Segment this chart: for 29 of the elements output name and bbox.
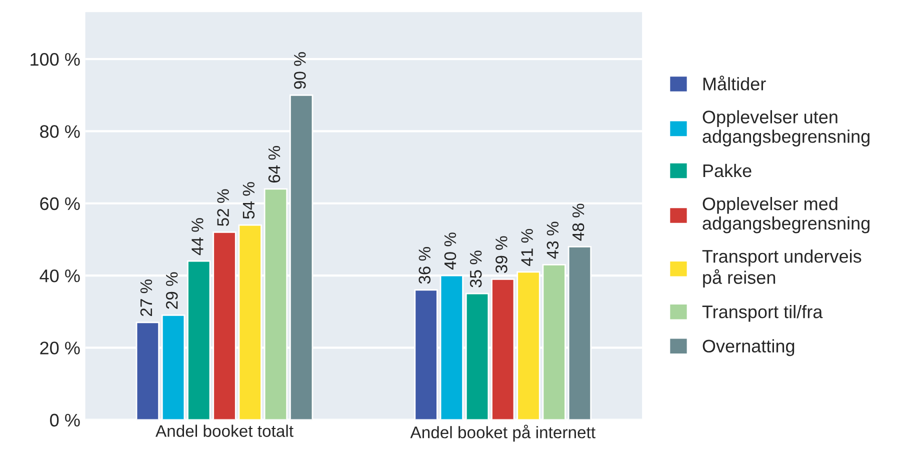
text: 36 % xyxy=(418,247,431,284)
text: 52 % xyxy=(217,189,229,226)
text: 40 % xyxy=(444,232,456,270)
y-tick-label: 20 % xyxy=(40,342,80,354)
y-tick-label: 80 % xyxy=(40,125,80,138)
x-tick-label: Andel booket totalt xyxy=(156,424,294,437)
text: 64 % xyxy=(268,146,280,183)
legend-label: Transport til/fra xyxy=(702,304,823,322)
y-tick-label: 100 % xyxy=(30,52,80,66)
text: 35 % xyxy=(470,250,482,288)
text: 90 % xyxy=(294,52,306,89)
text: 48 % xyxy=(572,204,584,241)
legend-label: Måltider xyxy=(703,76,766,90)
legend-label: Overnatting xyxy=(702,339,794,356)
x-tick-label: Andel booket på internett xyxy=(410,424,596,442)
text: 27 % xyxy=(140,279,152,316)
y-tick-label: 40 % xyxy=(40,269,80,282)
y-tick-label: 0 % xyxy=(50,414,80,427)
text: 54 % xyxy=(242,182,255,219)
legend-label: Opplevelser uten adgangsbegrensning xyxy=(702,110,870,146)
y-tick-label: 60 % xyxy=(40,197,80,210)
text: 29 % xyxy=(166,272,178,309)
legend-label: Opplevelser med adgangsbegrensning xyxy=(702,196,870,234)
text: 41 % xyxy=(521,228,533,266)
legend-label: Pakke xyxy=(703,164,752,178)
text: 43 % xyxy=(546,222,559,259)
text: 44 % xyxy=(192,218,204,256)
text: 39 % xyxy=(496,236,508,273)
legend-label: Transport underveis på reisen xyxy=(702,250,862,288)
